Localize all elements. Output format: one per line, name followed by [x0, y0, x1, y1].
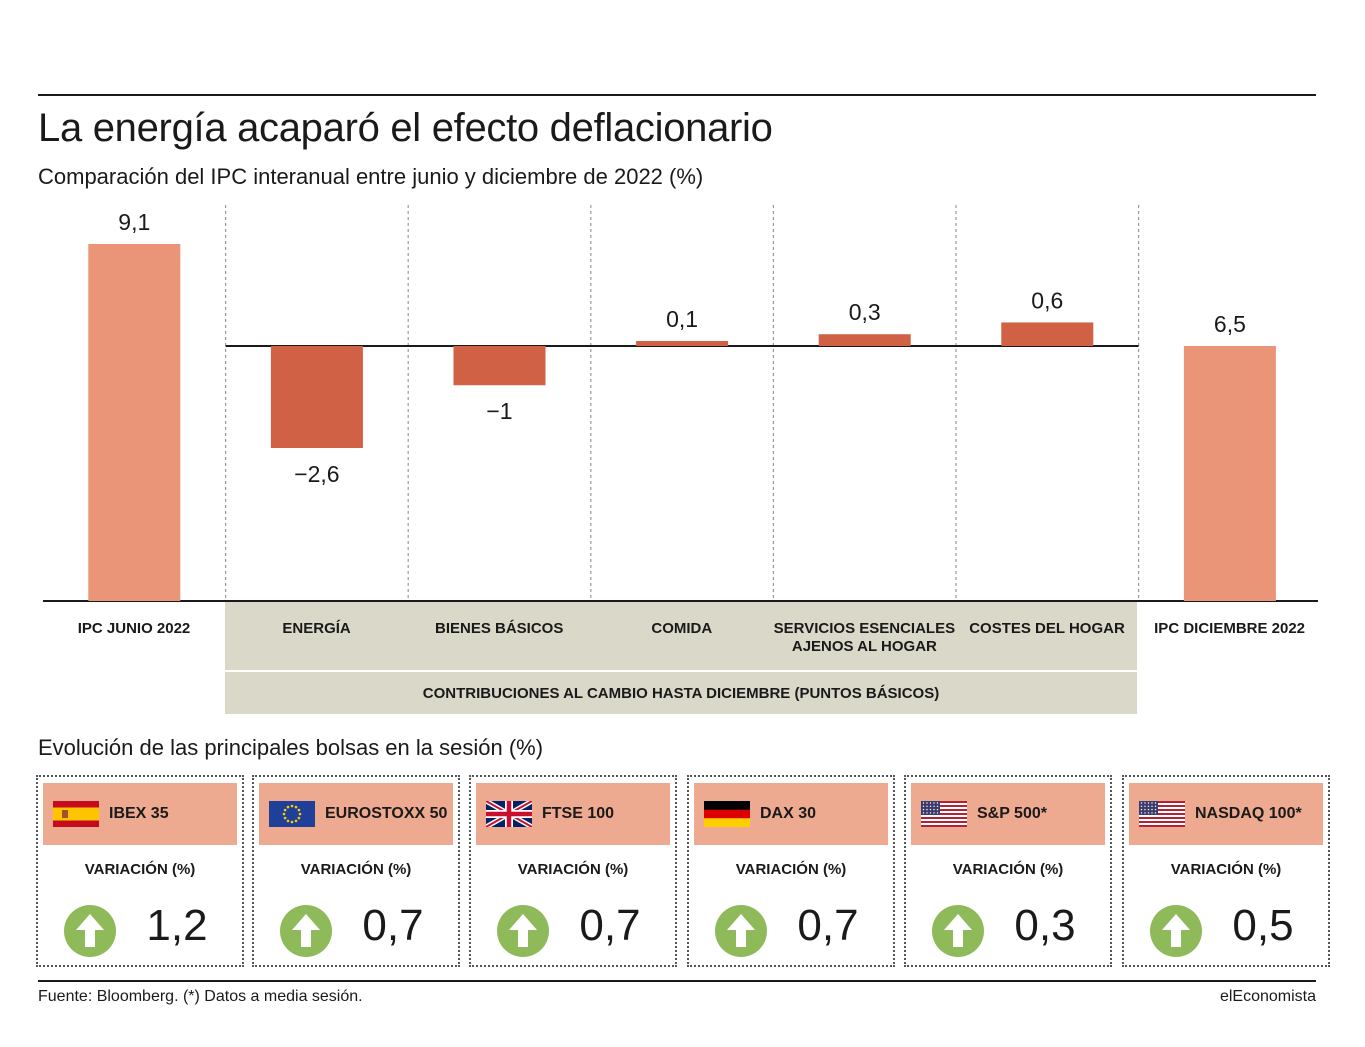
source-note: Fuente: Bloomberg. (*) Datos a media ses…	[38, 988, 363, 1005]
market-card: IBEX 35 VARIACIÓN (%) 1,2	[36, 775, 244, 967]
chart-title: La energía acaparó el efecto deflacionar…	[38, 106, 773, 150]
data-label-4: 0,3	[849, 299, 881, 325]
germany-flag-icon	[704, 801, 750, 827]
market-card-header: DAX 30	[694, 783, 888, 845]
bar-2	[453, 346, 546, 386]
market-card: FTSE 100 VARIACIÓN (%) 0,7	[469, 775, 677, 967]
up-arrow-icon	[932, 905, 984, 957]
market-card-header: S&P 500*	[911, 783, 1105, 845]
variation-label: VARIACIÓN (%)	[84, 861, 196, 878]
market-card: S&P 500* VARIACIÓN (%) 0,3	[904, 775, 1112, 967]
category-label-1: ENERGÍA	[226, 620, 408, 638]
market-name: EUROSTOXX 50	[325, 805, 448, 822]
category-label-0: IPC JUNIO 2022	[43, 620, 225, 638]
usa-flag-icon	[921, 801, 967, 827]
up-arrow-icon	[64, 905, 116, 957]
category-label-6: IPC DICIEMBRE 2022	[1139, 620, 1321, 638]
data-label-1: −2,6	[294, 461, 339, 487]
spain-flag-icon	[53, 801, 99, 827]
category-label-4: SERVICIOS ESENCIALES AJENOS AL HOGAR	[773, 620, 955, 656]
usa-flag-icon	[1139, 801, 1185, 827]
bar-0	[88, 244, 181, 601]
category-label-line: COMIDA	[651, 620, 713, 637]
up-arrow-icon	[497, 905, 549, 957]
eu-flag-icon	[269, 801, 315, 827]
chart-subtitle: Comparación del IPC interanual entre jun…	[38, 164, 704, 189]
category-label-3: COMIDA	[591, 620, 773, 638]
market-variation-value: 0,3	[1014, 901, 1076, 950]
market-card: NASDAQ 100* VARIACIÓN (%) 0,5	[1122, 775, 1330, 967]
stock-markets-title: Evolución de las principales bolsas en l…	[38, 735, 544, 760]
category-label-line: COSTES DEL HOGAR	[969, 620, 1125, 637]
market-variation-value: 0,5	[1232, 901, 1294, 950]
data-label-0: 9,1	[118, 209, 150, 235]
market-name: IBEX 35	[109, 805, 169, 822]
data-label-2: −1	[486, 398, 512, 424]
market-name: S&P 500*	[977, 805, 1047, 822]
variation-label: VARIACIÓN (%)	[517, 861, 629, 878]
brand-logo-text: elEconomista	[1219, 988, 1316, 1005]
market-name: FTSE 100	[542, 805, 615, 822]
category-label-line: AJENOS AL HOGAR	[791, 638, 937, 655]
market-card-header: NASDAQ 100*	[1129, 783, 1323, 845]
category-label-line: SERVICIOS ESENCIALES	[773, 620, 956, 637]
data-label-6: 6,5	[1214, 311, 1246, 337]
uk-flag-icon	[486, 801, 532, 827]
up-arrow-icon	[280, 905, 332, 957]
market-variation-value: 0,7	[797, 901, 859, 950]
bar-4	[818, 334, 911, 346]
bottom-rule	[38, 980, 1316, 982]
market-card: EUROSTOXX 50 VARIACIÓN (%) 0,7	[252, 775, 460, 967]
bar-5	[1001, 322, 1094, 346]
up-arrow-icon	[715, 905, 767, 957]
category-label-line: ENERGÍA	[282, 620, 351, 637]
variation-label: VARIACIÓN (%)	[735, 861, 847, 878]
market-variation-value: 1,2	[146, 901, 208, 950]
variation-label: VARIACIÓN (%)	[1170, 861, 1282, 878]
category-label-5: COSTES DEL HOGAR	[956, 620, 1138, 638]
waterfall-chart: 9,1 −2,6 −1 0,1 0,3 0,6 6,5	[43, 205, 1318, 602]
market-variation-value: 0,7	[362, 901, 424, 950]
bar-6	[1183, 346, 1276, 601]
variation-label: VARIACIÓN (%)	[300, 861, 412, 878]
market-variation-value: 0,7	[579, 901, 641, 950]
category-label-line: IPC DICIEMBRE 2022	[1154, 620, 1306, 637]
category-label-2: BIENES BÁSICOS	[408, 620, 590, 638]
bar-1	[270, 346, 363, 448]
market-name: DAX 30	[760, 805, 817, 822]
data-label-3: 0,1	[666, 306, 698, 332]
top-rule	[38, 94, 1316, 96]
market-card-header: IBEX 35	[43, 783, 237, 845]
market-card-header: FTSE 100	[476, 783, 670, 845]
category-label-line: IPC JUNIO 2022	[77, 620, 191, 637]
category-band	[225, 602, 1137, 670]
contribution-group-label: CONTRIBUCIONES AL CAMBIO HASTA DICIEMBRE…	[225, 672, 1137, 714]
category-label-line: BIENES BÁSICOS	[435, 620, 564, 637]
bar-3	[636, 341, 729, 346]
up-arrow-icon	[1150, 905, 1202, 957]
market-card: DAX 30 VARIACIÓN (%) 0,7	[687, 775, 895, 967]
variation-label: VARIACIÓN (%)	[952, 861, 1064, 878]
data-label-5: 0,6	[1031, 287, 1063, 313]
market-card-header: EUROSTOXX 50	[259, 783, 453, 845]
market-name: NASDAQ 100*	[1195, 805, 1302, 822]
